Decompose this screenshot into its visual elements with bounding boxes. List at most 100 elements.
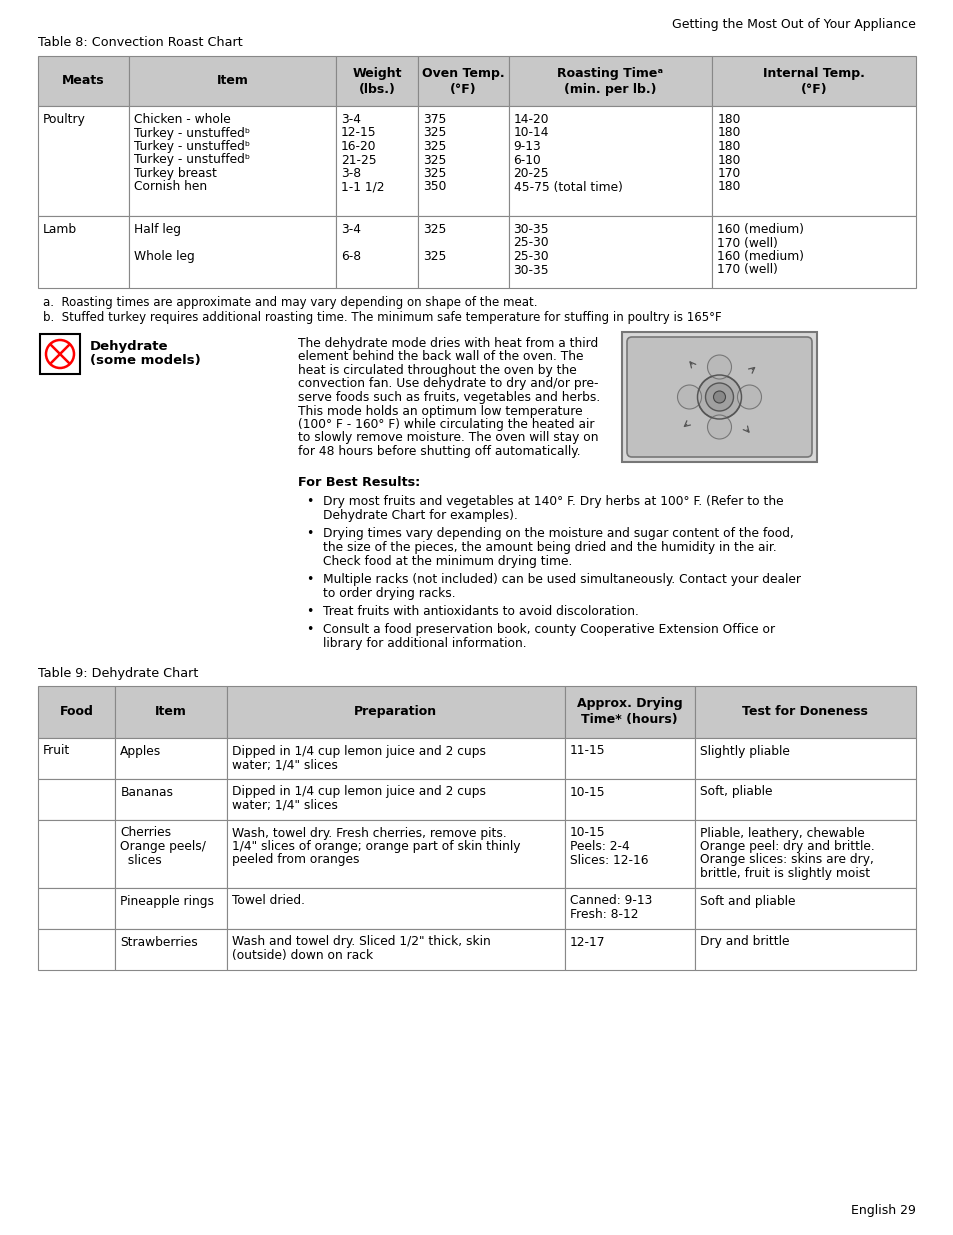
Bar	[227, 685, 564, 737]
Text: Soft and pliable: Soft and pliable	[699, 894, 795, 908]
Text: Chicken - whole: Chicken - whole	[134, 112, 231, 126]
Text: Wash and towel dry. Sliced 1/2" thick, skin: Wash and towel dry. Sliced 1/2" thick, s…	[232, 935, 490, 948]
Text: 11-15: 11-15	[569, 745, 605, 757]
Bar	[130, 216, 335, 288]
Text: Item: Item	[155, 705, 187, 718]
Text: Check food at the minimum drying time.: Check food at the minimum drying time.	[323, 555, 572, 568]
Bar	[38, 778, 115, 820]
Text: Whole leg: Whole leg	[134, 249, 194, 263]
Text: 180: 180	[717, 126, 740, 140]
Text: Consult a food preservation book, county Cooperative Extension Office or: Consult a food preservation book, county…	[323, 624, 774, 636]
Text: Canned: 9-13: Canned: 9-13	[569, 894, 652, 908]
Bar	[38, 685, 115, 737]
Text: heat is circulated throughout the oven by the: heat is circulated throughout the oven b…	[297, 364, 577, 377]
Text: Lamb: Lamb	[43, 224, 77, 236]
Text: Half leg: Half leg	[134, 224, 181, 236]
Bar	[335, 216, 417, 288]
Bar	[417, 216, 508, 288]
Text: 6-8: 6-8	[340, 249, 360, 263]
Text: Table 9: Dehydrate Chart: Table 9: Dehydrate Chart	[38, 667, 198, 680]
Text: brittle, fruit is slightly moist: brittle, fruit is slightly moist	[699, 867, 869, 881]
Bar	[227, 737, 564, 778]
Bar	[38, 106, 130, 216]
Bar	[38, 56, 130, 106]
Bar	[694, 778, 915, 820]
Text: Cornish hen: Cornish hen	[134, 180, 207, 194]
Text: Turkey breast: Turkey breast	[134, 167, 217, 180]
Bar	[417, 106, 508, 216]
Text: 10-14: 10-14	[513, 126, 549, 140]
Text: Test for Doneness: Test for Doneness	[741, 705, 867, 718]
Text: (outside) down on rack: (outside) down on rack	[232, 948, 373, 962]
Bar	[694, 685, 915, 737]
Bar	[712, 216, 915, 288]
Text: 16-20: 16-20	[340, 140, 375, 153]
Text: 375: 375	[423, 112, 446, 126]
Text: 12-15: 12-15	[340, 126, 375, 140]
Bar	[130, 106, 335, 216]
Text: 14-20: 14-20	[513, 112, 549, 126]
Text: 45-75 (total time): 45-75 (total time)	[513, 180, 621, 194]
Bar	[335, 106, 417, 216]
Bar	[115, 685, 227, 737]
Text: 350: 350	[423, 180, 446, 194]
Text: 325: 325	[423, 153, 446, 167]
Bar	[694, 888, 915, 929]
Text: 160 (medium): 160 (medium)	[717, 224, 803, 236]
Text: 180: 180	[717, 180, 740, 194]
Text: serve foods such as fruits, vegetables and herbs.: serve foods such as fruits, vegetables a…	[297, 391, 599, 404]
Text: Internal Temp.: Internal Temp.	[762, 67, 864, 79]
Text: a.  Roasting times are approximate and may vary depending on shape of the meat.: a. Roasting times are approximate and ma…	[43, 296, 537, 309]
Text: •: •	[306, 624, 313, 636]
Text: 25-30: 25-30	[513, 249, 549, 263]
Text: (some models): (some models)	[90, 354, 200, 367]
Text: Weight: Weight	[352, 67, 401, 79]
Text: Preparation: Preparation	[354, 705, 436, 718]
Bar	[564, 685, 694, 737]
Text: (min. per lb.): (min. per lb.)	[563, 83, 656, 95]
Text: (°F): (°F)	[450, 83, 476, 95]
Text: 3-4: 3-4	[340, 224, 360, 236]
Bar	[508, 216, 712, 288]
Text: Dehydrate Chart for examples).: Dehydrate Chart for examples).	[323, 509, 517, 522]
Text: This mode holds an optimum low temperature: This mode holds an optimum low temperatu…	[297, 405, 582, 417]
Bar	[38, 888, 115, 929]
Bar	[38, 216, 130, 288]
Bar	[508, 106, 712, 216]
Bar	[115, 820, 227, 888]
Text: Treat fruits with antioxidants to avoid discoloration.: Treat fruits with antioxidants to avoid …	[323, 605, 639, 618]
Text: Approx. Drying: Approx. Drying	[577, 697, 681, 710]
Text: water; 1/4" slices: water; 1/4" slices	[232, 758, 337, 771]
Text: 20-25: 20-25	[513, 167, 549, 180]
Text: 30-35: 30-35	[513, 224, 549, 236]
Text: 3-8: 3-8	[340, 167, 360, 180]
Text: •: •	[306, 605, 313, 618]
Text: Apples: Apples	[120, 745, 161, 757]
Text: Pliable, leathery, chewable: Pliable, leathery, chewable	[699, 826, 863, 840]
Text: Roasting Timeᵃ: Roasting Timeᵃ	[557, 67, 663, 79]
Circle shape	[707, 354, 731, 379]
Text: 180: 180	[717, 112, 740, 126]
Text: 9-13: 9-13	[513, 140, 540, 153]
Text: to order drying racks.: to order drying racks.	[323, 587, 456, 599]
Bar	[564, 929, 694, 969]
Text: Oven Temp.: Oven Temp.	[421, 67, 504, 79]
Text: Slightly pliable: Slightly pliable	[699, 745, 789, 757]
Text: b.  Stuffed turkey requires additional roasting time. The minimum safe temperatu: b. Stuffed turkey requires additional ro…	[43, 311, 720, 324]
Text: 325: 325	[423, 167, 446, 180]
Bar	[115, 929, 227, 969]
Text: Turkey - unstuffedᵇ: Turkey - unstuffedᵇ	[134, 140, 251, 153]
Bar	[564, 737, 694, 778]
Text: Orange peels/: Orange peels/	[120, 840, 206, 853]
Text: 170: 170	[717, 167, 740, 180]
Text: •: •	[306, 495, 313, 509]
Bar	[227, 888, 564, 929]
Text: 6-10: 6-10	[513, 153, 540, 167]
Text: element behind the back wall of the oven. The: element behind the back wall of the oven…	[297, 351, 583, 363]
FancyBboxPatch shape	[626, 337, 811, 457]
Text: Dehydrate: Dehydrate	[90, 340, 169, 353]
Text: The dehydrate mode dries with heat from a third: The dehydrate mode dries with heat from …	[297, 337, 598, 350]
Circle shape	[697, 375, 740, 419]
Text: Time* (hours): Time* (hours)	[580, 713, 678, 726]
Text: 10-15: 10-15	[569, 785, 605, 799]
